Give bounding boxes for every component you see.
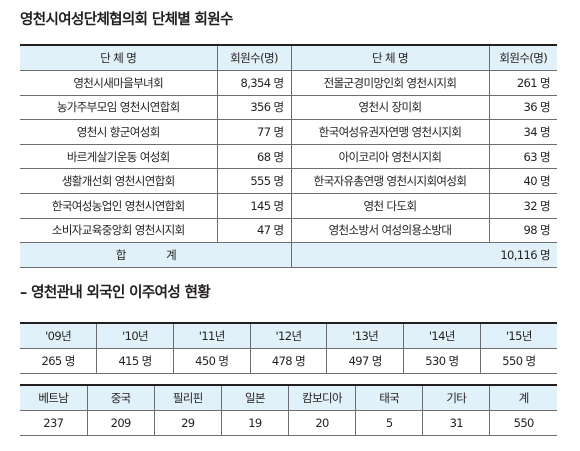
column-header-group-name: 단 체 명 [20,44,218,71]
section-title-women-groups: 영천시여성단체협의회 단체별 회원수 [20,12,233,28]
country-value-cell: 20 [287,410,357,436]
year-value-cell: 265 명 [20,348,98,374]
country-header-cell: 일본 [220,384,290,411]
country-header-row: 베트남 중국 필리핀 일본 캄보디아 태국 기타 계 [20,384,557,411]
country-value-cell: 5 [355,410,424,436]
table-row: 영천시새마을부녀회 8,354 명 전몰군경미망인회 영천시지회 261 명 [20,70,557,96]
year-header-cell: '13년 [326,322,405,349]
country-header-cell: 계 [489,384,557,411]
table-row: 한국여성농업인 영천시연합회 145 명 영천 다도회 32 명 [20,192,557,219]
member-count-cell: 261 명 [488,70,557,96]
column-header-members: 회원수(명) [488,44,557,71]
member-count-cell: 34 명 [488,119,557,145]
total-label: 합 계 [20,242,292,269]
country-value-cell: 29 [153,410,222,436]
group-name-cell: 영천시 장미회 [290,94,490,121]
group-name-cell: 소비자교육중앙회 영천시지회 [20,217,218,244]
year-header-row: '09년 '10년 '11년 '12년 '13년 '14년 '15년 [20,322,557,349]
country-migrant-women-table: 베트남 중국 필리핀 일본 캄보디아 태국 기타 계 237 209 29 19… [20,384,557,436]
member-count-cell: 40 명 [488,168,557,194]
member-count-cell: 77 명 [216,119,292,145]
member-count-cell: 145 명 [216,192,292,219]
column-header-group-name: 단 체 명 [290,44,490,71]
table-row: 바르게살기운동 여성회 68 명 아이코리아 영천시지회 63 명 [20,143,557,170]
member-count-cell: 36 명 [488,94,557,121]
table-row: 영천시 향군여성회 77 명 한국여성유권자연맹 영천시지회 34 명 [20,119,557,145]
country-header-cell: 필리핀 [153,384,222,411]
year-header-cell: '10년 [96,322,174,349]
table-row: 소비자교육중앙회 영천시지회 47 명 영천소방서 여성의용소방대 98 명 [20,217,557,244]
country-header-cell: 캄보디아 [287,384,357,411]
year-header-cell: '11년 [172,322,251,349]
member-count-cell: 8,354 명 [216,70,292,96]
country-header-cell: 베트남 [20,384,88,411]
column-header-members: 회원수(명) [216,44,292,71]
total-row: 합 계 10,116 명 [20,242,557,269]
year-value-cell: 530 명 [403,348,481,374]
member-count-cell: 68 명 [216,143,292,170]
country-value-cell: 19 [220,410,290,436]
country-value-cell: 237 [20,410,88,436]
table-row: 생활개선회 영천시연합회 555 명 한국자유총연맹 영천시지회여성회 40 명 [20,168,557,194]
year-header-cell: '14년 [403,322,481,349]
group-name-cell: 농가주부모임 영천시연합회 [20,94,218,121]
group-name-cell: 영천시 향군여성회 [20,119,218,145]
country-header-cell: 태국 [355,384,424,411]
member-count-cell: 63 명 [488,143,557,170]
member-count-cell: 98 명 [488,217,557,244]
country-value-cell: 209 [86,410,155,436]
year-value-cell: 497 명 [326,348,405,374]
year-value-cell: 478 명 [249,348,328,374]
group-name-cell: 한국자유총연맹 영천시지회여성회 [290,168,490,194]
group-name-cell: 바르게살기운동 여성회 [20,143,218,170]
group-name-cell: 한국여성농업인 영천시연합회 [20,192,218,219]
country-value-row: 237 209 29 19 20 5 31 550 [20,410,557,436]
year-value-row: 265 명 415 명 450 명 478 명 497 명 530 명 550 … [20,348,557,374]
section-title-migrant-women: – 영천관내 외국인 이주여성 현황 [20,285,211,301]
table-header-row: 단 체 명 회원수(명) 단 체 명 회원수(명) [20,44,557,71]
country-header-cell: 기타 [422,384,491,411]
member-count-cell: 356 명 [216,94,292,121]
group-name-cell: 한국여성유권자연맹 영천시지회 [290,119,490,145]
group-name-cell: 영천소방서 여성의용소방대 [290,217,490,244]
year-header-cell: '12년 [249,322,328,349]
women-groups-table: 단 체 명 회원수(명) 단 체 명 회원수(명) 영천시새마을부녀회 8,35… [20,44,557,269]
year-header-cell: '15년 [479,322,557,349]
member-count-cell: 47 명 [216,217,292,244]
member-count-cell: 555 명 [216,168,292,194]
group-name-cell: 아이코리아 영천시지회 [290,143,490,170]
group-name-cell: 생활개선회 영천시연합회 [20,168,218,194]
table-row: 농가주부모임 영천시연합회 356 명 영천시 장미회 36 명 [20,94,557,121]
year-value-cell: 415 명 [96,348,174,374]
country-value-cell: 31 [422,410,491,436]
year-header-cell: '09년 [20,322,98,349]
group-name-cell: 전몰군경미망인회 영천시지회 [290,70,490,96]
member-count-cell: 32 명 [488,192,557,219]
group-name-cell: 영천 다도회 [290,192,490,219]
yearly-migrant-women-table: '09년 '10년 '11년 '12년 '13년 '14년 '15년 265 명… [20,322,557,374]
total-value: 10,116 명 [290,242,557,269]
group-name-cell: 영천시새마을부녀회 [20,70,218,96]
country-value-cell: 550 [489,410,557,436]
country-header-cell: 중국 [86,384,155,411]
year-value-cell: 450 명 [172,348,251,374]
year-value-cell: 550 명 [479,348,557,374]
